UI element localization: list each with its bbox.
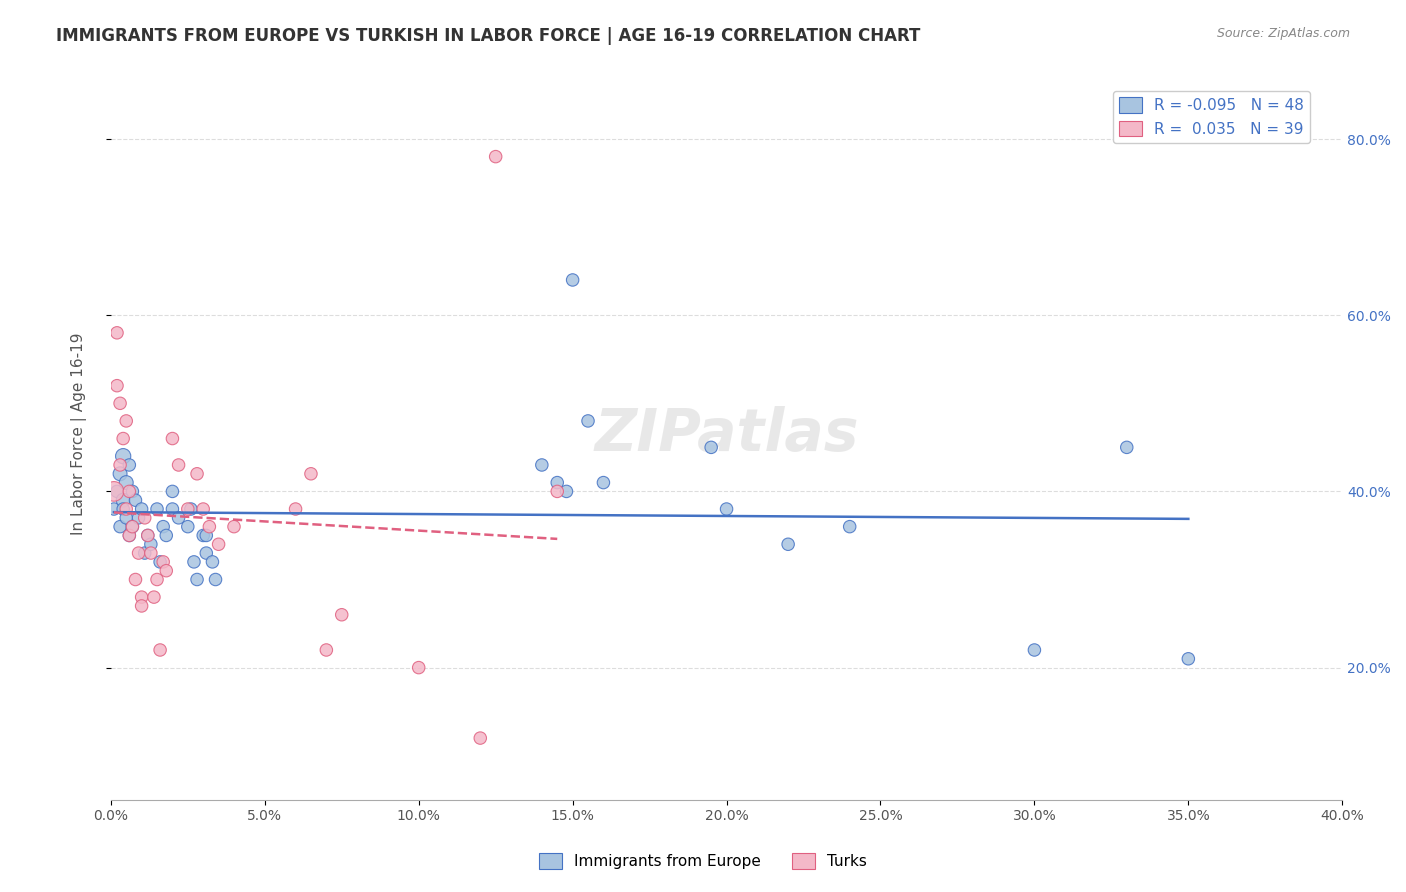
Point xyxy=(177,519,200,533)
Point xyxy=(183,555,205,569)
Point xyxy=(167,511,190,525)
Point xyxy=(186,573,208,587)
Point xyxy=(195,528,218,542)
Point xyxy=(186,467,208,481)
Point xyxy=(103,484,125,499)
Point xyxy=(146,573,169,587)
Legend: R = -0.095   N = 48, R =  0.035   N = 39: R = -0.095 N = 48, R = 0.035 N = 39 xyxy=(1112,91,1310,143)
Point xyxy=(105,484,128,499)
Point xyxy=(108,519,131,533)
Point xyxy=(128,511,150,525)
Point xyxy=(131,502,153,516)
Point xyxy=(112,449,135,463)
Point xyxy=(136,528,159,542)
Point xyxy=(108,458,131,472)
Point xyxy=(700,441,723,455)
Point xyxy=(485,150,508,164)
Point xyxy=(299,467,322,481)
Point xyxy=(112,432,135,446)
Point xyxy=(193,502,215,516)
Point xyxy=(204,573,226,587)
Point xyxy=(112,502,135,516)
Point xyxy=(546,484,568,499)
Point xyxy=(118,458,141,472)
Point xyxy=(105,378,128,392)
Point xyxy=(546,475,568,490)
Point xyxy=(408,660,430,674)
Text: IMMIGRANTS FROM EUROPE VS TURKISH IN LABOR FORCE | AGE 16-19 CORRELATION CHART: IMMIGRANTS FROM EUROPE VS TURKISH IN LAB… xyxy=(56,27,921,45)
Point xyxy=(134,546,156,560)
Point xyxy=(134,511,156,525)
Point xyxy=(207,537,229,551)
Point xyxy=(142,590,165,604)
Point xyxy=(121,519,143,533)
Point xyxy=(193,528,215,542)
Text: ZIPatlas: ZIPatlas xyxy=(595,406,859,463)
Point xyxy=(152,519,174,533)
Point xyxy=(105,326,128,340)
Point xyxy=(128,546,150,560)
Point xyxy=(177,502,200,516)
Point xyxy=(155,528,177,542)
Point xyxy=(162,432,184,446)
Point xyxy=(1024,643,1046,657)
Point xyxy=(778,537,800,551)
Point xyxy=(118,528,141,542)
Point xyxy=(180,502,202,516)
Point xyxy=(115,502,138,516)
Point xyxy=(201,555,224,569)
Point xyxy=(121,519,143,533)
Point xyxy=(1115,441,1137,455)
Point xyxy=(115,511,138,525)
Point xyxy=(108,467,131,481)
Point xyxy=(139,537,162,551)
Point xyxy=(1177,652,1199,666)
Point xyxy=(131,590,153,604)
Point xyxy=(124,573,146,587)
Point xyxy=(118,484,141,499)
Point xyxy=(530,458,553,472)
Point xyxy=(470,731,492,745)
Y-axis label: In Labor Force | Age 16-19: In Labor Force | Age 16-19 xyxy=(72,333,87,535)
Point xyxy=(315,643,337,657)
Legend: Immigrants from Europe, Turks: Immigrants from Europe, Turks xyxy=(533,847,873,875)
Point xyxy=(118,528,141,542)
Point xyxy=(136,528,159,542)
Point xyxy=(115,475,138,490)
Point xyxy=(330,607,353,622)
Point xyxy=(198,519,221,533)
Point xyxy=(152,555,174,569)
Point xyxy=(716,502,738,516)
Point xyxy=(131,599,153,613)
Point xyxy=(103,502,125,516)
Point xyxy=(115,414,138,428)
Point xyxy=(284,502,307,516)
Point xyxy=(561,273,583,287)
Point xyxy=(139,546,162,560)
Point xyxy=(576,414,599,428)
Point xyxy=(146,502,169,516)
Point xyxy=(124,493,146,508)
Point xyxy=(195,546,218,560)
Point xyxy=(108,396,131,410)
Point xyxy=(149,643,172,657)
Point xyxy=(838,519,860,533)
Point xyxy=(149,555,172,569)
Point xyxy=(167,458,190,472)
Point xyxy=(162,484,184,499)
Text: Source: ZipAtlas.com: Source: ZipAtlas.com xyxy=(1216,27,1350,40)
Point xyxy=(112,493,135,508)
Point xyxy=(162,502,184,516)
Point xyxy=(155,564,177,578)
Point xyxy=(222,519,245,533)
Point xyxy=(592,475,614,490)
Point xyxy=(121,484,143,499)
Point xyxy=(555,484,578,499)
